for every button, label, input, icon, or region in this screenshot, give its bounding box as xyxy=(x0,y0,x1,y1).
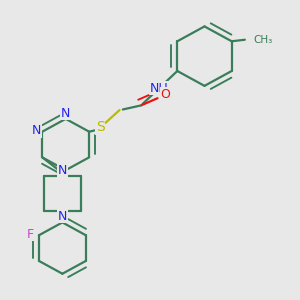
Text: N: N xyxy=(58,164,67,177)
Text: O: O xyxy=(160,88,170,101)
Text: NH: NH xyxy=(150,82,169,95)
Text: N: N xyxy=(32,124,41,137)
Text: N: N xyxy=(58,210,67,223)
Text: S: S xyxy=(96,120,105,134)
Text: CH₃: CH₃ xyxy=(253,35,272,45)
Text: F: F xyxy=(27,228,34,241)
Text: N: N xyxy=(61,107,70,120)
